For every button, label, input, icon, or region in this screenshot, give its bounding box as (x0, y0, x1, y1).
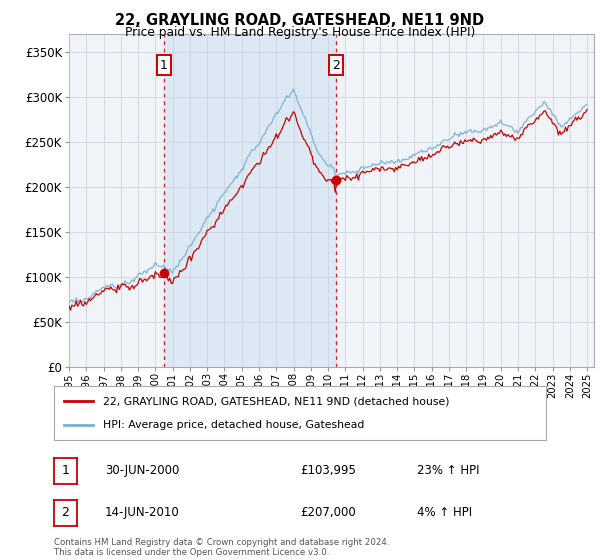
Text: 1: 1 (61, 464, 70, 478)
Text: 14-JUN-2010: 14-JUN-2010 (105, 506, 180, 520)
Text: Contains HM Land Registry data © Crown copyright and database right 2024.
This d: Contains HM Land Registry data © Crown c… (54, 538, 389, 557)
Text: 2: 2 (332, 59, 340, 72)
Text: £103,995: £103,995 (300, 464, 356, 478)
Bar (164, 34, 336, 367)
Text: 22, GRAYLING ROAD, GATESHEAD, NE11 9ND: 22, GRAYLING ROAD, GATESHEAD, NE11 9ND (115, 13, 485, 29)
Text: 2: 2 (61, 506, 70, 520)
Text: Price paid vs. HM Land Registry's House Price Index (HPI): Price paid vs. HM Land Registry's House … (125, 26, 475, 39)
Text: 4% ↑ HPI: 4% ↑ HPI (417, 506, 472, 520)
Text: 30-JUN-2000: 30-JUN-2000 (105, 464, 179, 478)
Text: 1: 1 (160, 59, 168, 72)
Text: HPI: Average price, detached house, Gateshead: HPI: Average price, detached house, Gate… (103, 419, 365, 430)
Text: £207,000: £207,000 (300, 506, 356, 520)
Text: 22, GRAYLING ROAD, GATESHEAD, NE11 9ND (detached house): 22, GRAYLING ROAD, GATESHEAD, NE11 9ND (… (103, 396, 450, 407)
Text: 23% ↑ HPI: 23% ↑ HPI (417, 464, 479, 478)
